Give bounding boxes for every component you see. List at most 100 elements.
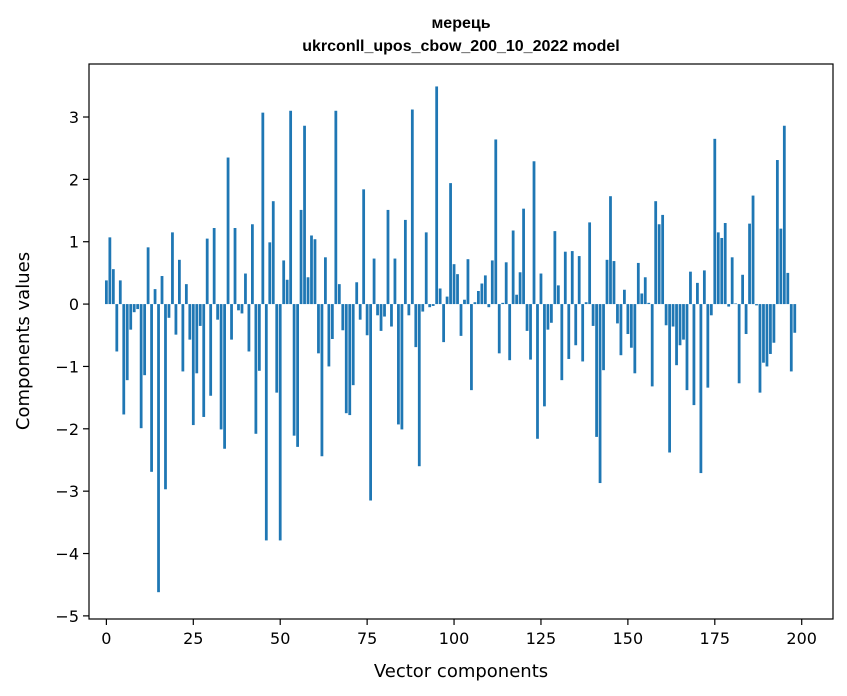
bar bbox=[570, 251, 574, 305]
bar bbox=[407, 304, 411, 316]
bar bbox=[299, 209, 303, 305]
bar bbox=[449, 183, 452, 305]
bar bbox=[720, 237, 724, 305]
bar bbox=[706, 304, 710, 388]
bar bbox=[397, 304, 400, 425]
bar bbox=[560, 304, 564, 381]
y-tick-label: −2 bbox=[55, 420, 79, 439]
bar bbox=[612, 261, 616, 305]
bar bbox=[362, 189, 366, 305]
bar bbox=[654, 201, 658, 305]
bar bbox=[174, 304, 178, 335]
bar bbox=[383, 304, 386, 317]
bar bbox=[261, 112, 265, 305]
bar bbox=[132, 304, 136, 313]
bar bbox=[278, 304, 282, 541]
bar bbox=[529, 304, 532, 360]
bar bbox=[435, 86, 439, 305]
bar bbox=[709, 304, 713, 316]
chart-title: мерець bbox=[431, 15, 490, 32]
y-axis-ticks: −5 −4 −3 −2 −1 0 1 2 3 bbox=[55, 108, 89, 626]
bar bbox=[264, 304, 268, 541]
bar bbox=[230, 304, 233, 340]
bar bbox=[417, 304, 421, 467]
bar bbox=[129, 304, 133, 330]
bar bbox=[748, 223, 751, 305]
bar bbox=[372, 258, 376, 305]
bar bbox=[789, 304, 793, 372]
bar bbox=[125, 304, 129, 381]
y-tick-label: 0 bbox=[69, 295, 79, 314]
bar bbox=[640, 293, 644, 305]
bar bbox=[198, 304, 202, 326]
bar bbox=[257, 304, 261, 371]
bar bbox=[588, 222, 592, 305]
bar bbox=[689, 271, 692, 305]
bar bbox=[765, 304, 769, 367]
bar bbox=[696, 282, 699, 305]
bar bbox=[532, 161, 536, 305]
bar bbox=[317, 304, 320, 354]
bar bbox=[275, 304, 279, 393]
bar bbox=[400, 304, 404, 430]
bar bbox=[164, 304, 167, 490]
bar bbox=[456, 274, 459, 305]
bar bbox=[664, 304, 668, 326]
bar bbox=[661, 214, 665, 305]
bar bbox=[487, 304, 491, 308]
bar bbox=[337, 284, 341, 305]
bar bbox=[685, 304, 689, 391]
bar bbox=[556, 285, 560, 305]
bar bbox=[619, 304, 623, 356]
bar bbox=[268, 242, 272, 305]
bar bbox=[490, 260, 494, 305]
bar bbox=[553, 231, 557, 305]
bar bbox=[636, 262, 640, 305]
bar bbox=[525, 304, 529, 331]
bar bbox=[463, 299, 466, 305]
bar bbox=[473, 302, 477, 305]
bar bbox=[351, 304, 355, 386]
bar bbox=[591, 304, 595, 326]
y-tick-label: −4 bbox=[55, 545, 79, 564]
bar bbox=[271, 201, 275, 305]
bar bbox=[723, 223, 727, 305]
bar bbox=[501, 302, 505, 305]
bar bbox=[104, 280, 108, 305]
bar bbox=[320, 304, 324, 457]
bar bbox=[577, 256, 581, 305]
bar bbox=[476, 290, 480, 305]
bar bbox=[716, 232, 720, 305]
bar bbox=[574, 304, 578, 346]
bar bbox=[668, 304, 671, 453]
bar bbox=[671, 304, 675, 327]
bar bbox=[355, 282, 359, 305]
bar bbox=[682, 304, 685, 340]
bar bbox=[595, 304, 598, 437]
bar bbox=[602, 304, 605, 371]
plot-frame bbox=[88, 63, 834, 620]
bar bbox=[365, 304, 369, 336]
bar bbox=[775, 160, 779, 305]
bar bbox=[741, 274, 744, 305]
bar bbox=[150, 304, 153, 472]
bar bbox=[497, 304, 501, 354]
bar bbox=[195, 304, 199, 374]
bar bbox=[692, 304, 696, 406]
bar bbox=[118, 280, 122, 305]
y-tick-label: −1 bbox=[55, 357, 79, 376]
bar bbox=[237, 304, 240, 311]
bar bbox=[386, 209, 390, 305]
bar bbox=[550, 304, 553, 323]
bar bbox=[470, 304, 473, 391]
bar bbox=[758, 304, 762, 393]
bar bbox=[518, 272, 522, 305]
bar bbox=[310, 235, 313, 305]
x-tick-label: 150 bbox=[613, 629, 644, 648]
bar bbox=[483, 275, 487, 305]
bar bbox=[793, 304, 797, 333]
bar bbox=[511, 230, 515, 305]
bar bbox=[306, 277, 310, 305]
x-tick-label: 175 bbox=[700, 629, 731, 648]
